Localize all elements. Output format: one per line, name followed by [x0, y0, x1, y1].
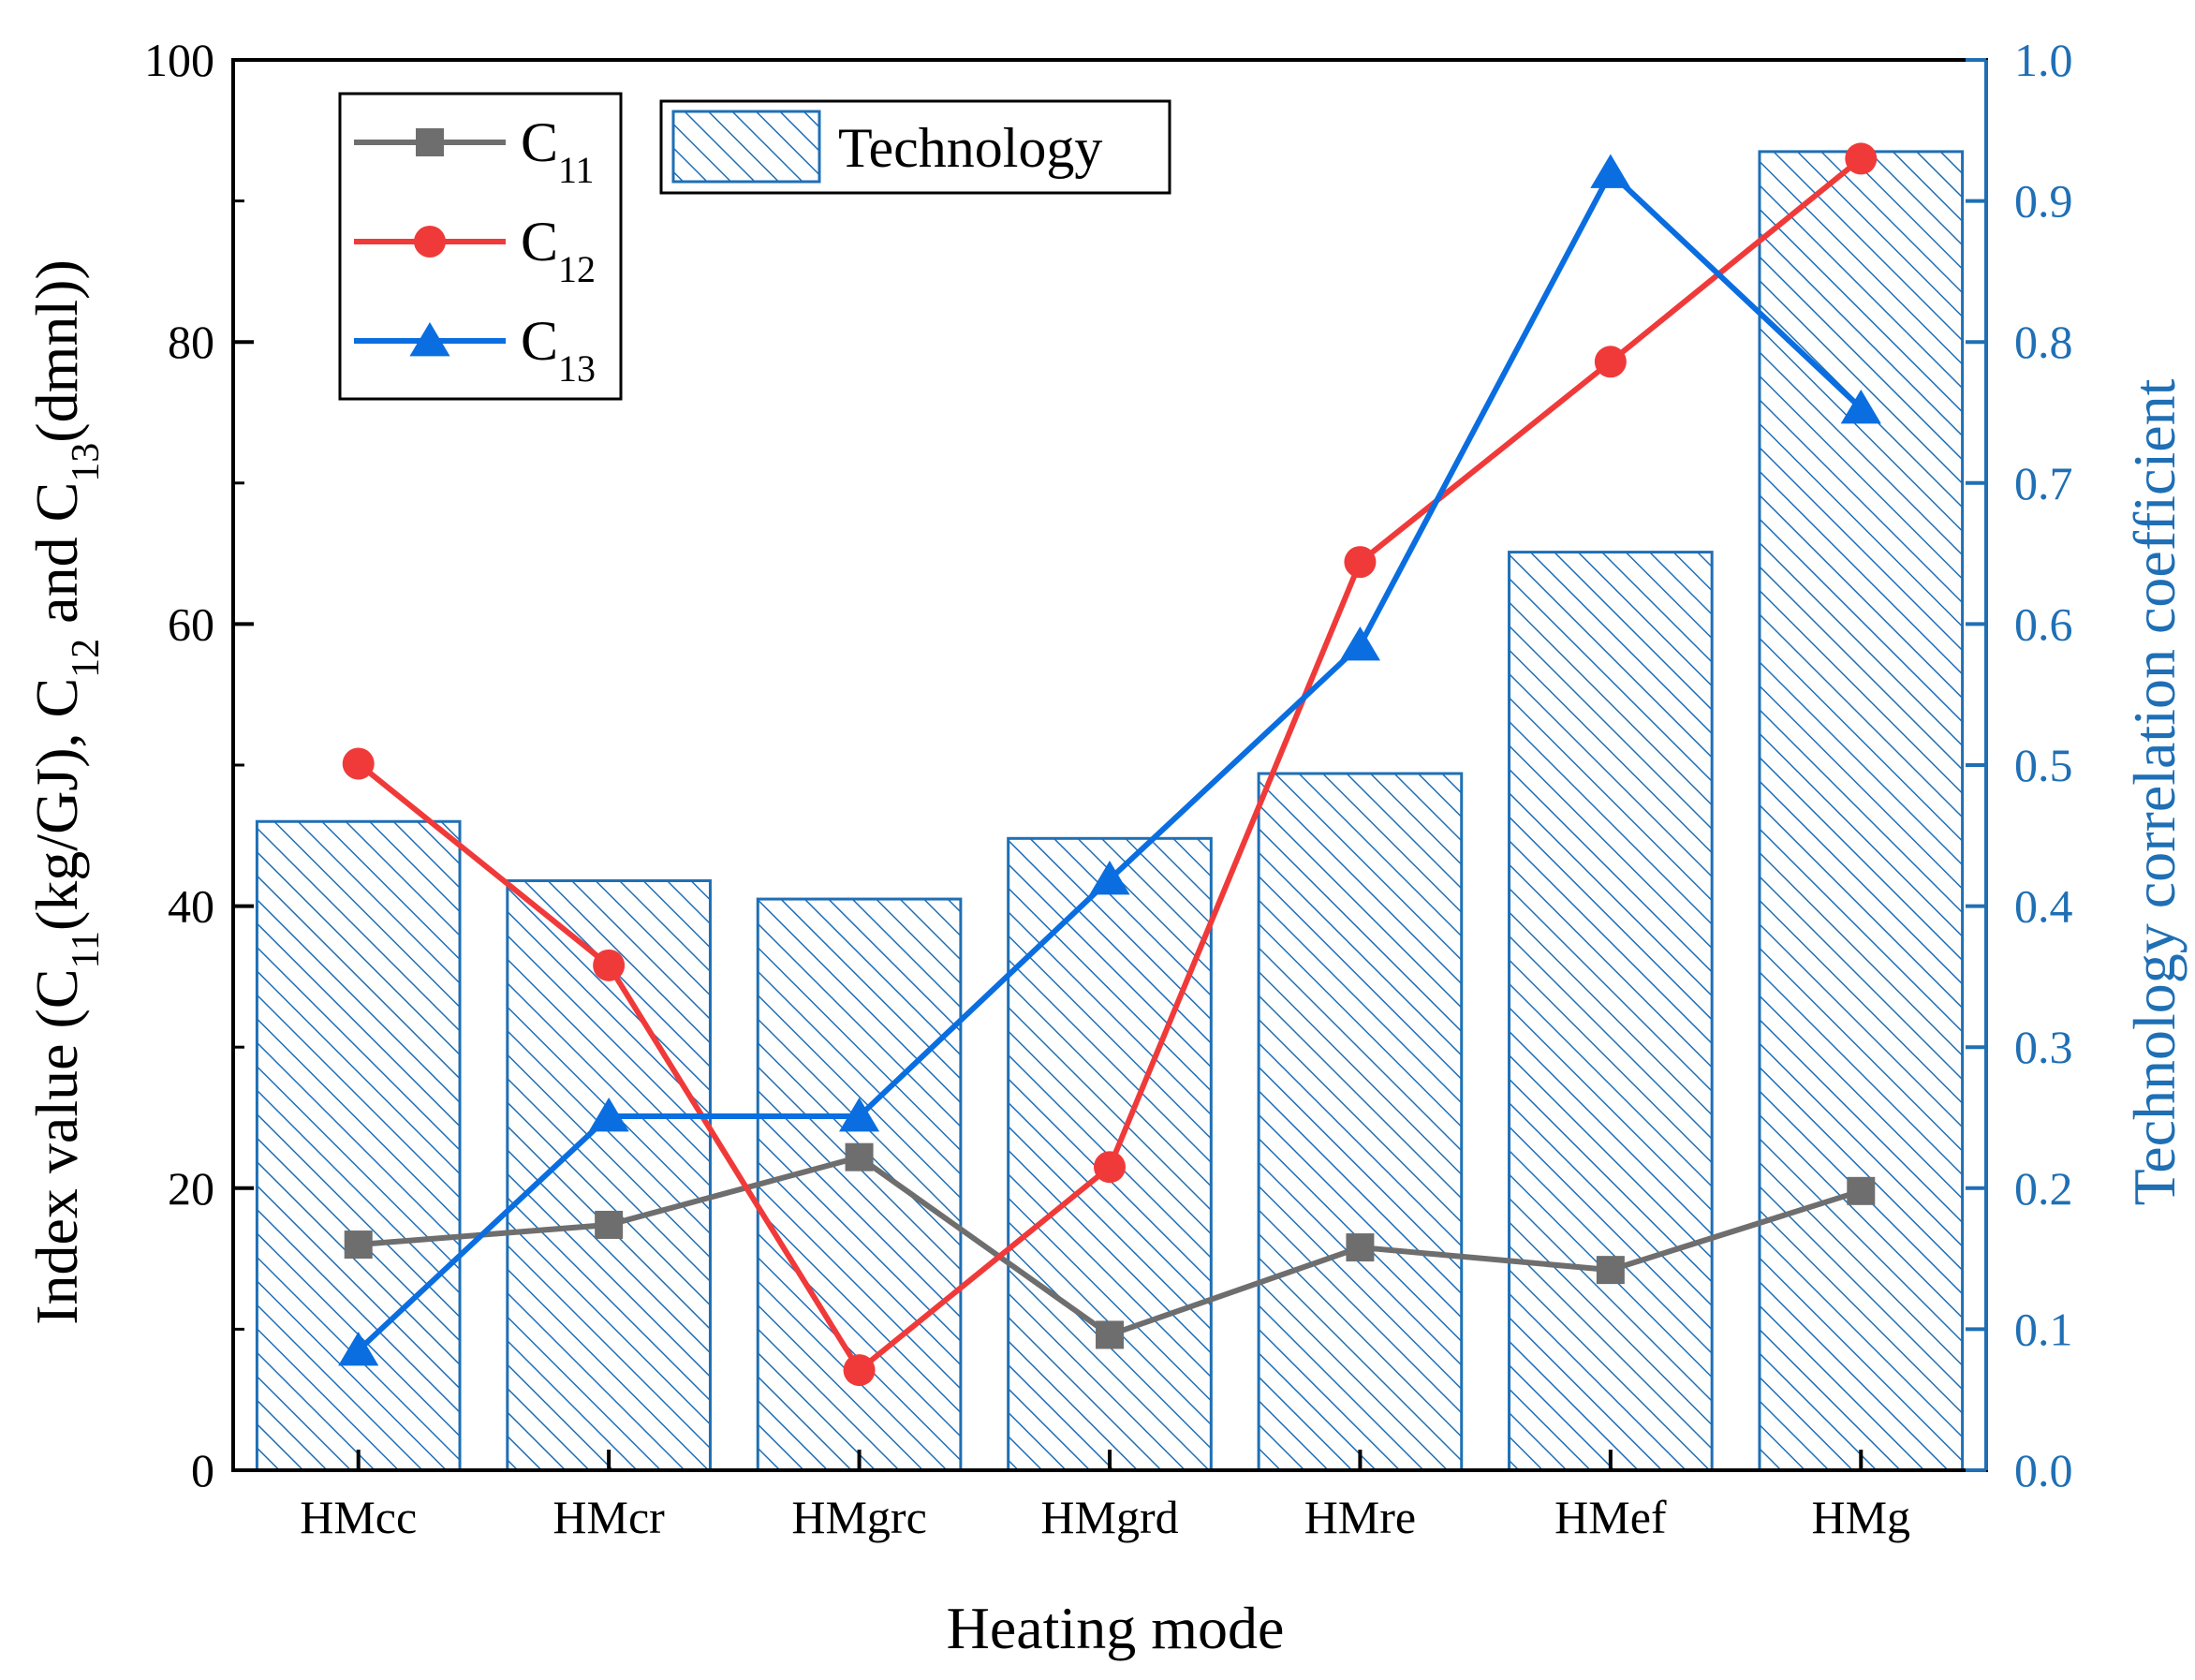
y-axis-left-title: Index value (C11(kg/GJ), C12 and C13(dmn… — [23, 259, 108, 1325]
series-c11-point-HMg — [1847, 1176, 1876, 1205]
x-tick-label: HMre — [1304, 1491, 1416, 1543]
series-c11-point-HMre — [1346, 1233, 1375, 1262]
technology-bar-HMgrc — [756, 897, 963, 1472]
right-tick-label: 0.6 — [2014, 597, 2073, 650]
right-tick-label: 0.9 — [2014, 175, 2073, 228]
series-c13-point-HMre — [1339, 626, 1381, 661]
right-tick-label: 0.4 — [2014, 880, 2073, 933]
y-axis-right-title: Technology correlation coefficient — [2121, 378, 2188, 1205]
series-c13-point-HMgrc — [838, 1097, 880, 1132]
series-lines — [338, 142, 1881, 1387]
series-c13-point-HMcc — [338, 1331, 379, 1366]
series-c12-point-HMg — [1845, 142, 1878, 175]
series-c12-point-HMgrc — [843, 1354, 876, 1387]
left-tick-label: 20 — [168, 1162, 214, 1215]
right-tick-label: 0.2 — [2014, 1162, 2073, 1215]
legend-series: C11 C12 C13 — [338, 92, 623, 401]
technology-bar-HMg — [1758, 150, 1965, 1472]
series-c13 — [338, 154, 1881, 1366]
series-c11-point-HMef — [1596, 1256, 1625, 1285]
x-tick-label: HMcr — [552, 1491, 665, 1543]
legend-c13-marker — [409, 322, 450, 357]
technology-bar-HMcc — [255, 819, 462, 1472]
series-c12-point-HMef — [1594, 346, 1627, 378]
x-axis-title: Heating mode — [947, 1595, 1285, 1661]
legend-c11-marker — [416, 128, 444, 156]
left-axis-ticks: 0 20 40 60 80 100 — [144, 34, 254, 1496]
right-axis-ticks: 0.0 0.1 0.2 0.3 0.4 0.5 0.6 0.7 0.8 0.9 1.0 — [1966, 34, 2073, 1496]
x-tick-label: HMcc — [300, 1491, 417, 1543]
right-tick-label: 1.0 — [2014, 34, 2073, 86]
legend-c12-label: C12 — [521, 211, 596, 290]
right-tick-label: 0.8 — [2014, 316, 2073, 368]
right-tick-label: 0.3 — [2014, 1021, 2073, 1073]
series-c11 — [344, 1142, 1876, 1349]
series-c11-point-HMgrc — [845, 1142, 874, 1172]
series-c13-point-HMg — [1840, 389, 1881, 424]
legend-c13-label: C13 — [521, 310, 596, 390]
legend-technology-swatch — [671, 110, 821, 184]
series-c12-point-HMgrd — [1094, 1151, 1126, 1184]
right-tick-label: 0.0 — [2014, 1444, 2073, 1496]
left-tick-label: 40 — [168, 880, 214, 933]
series-c12-point-HMre — [1344, 546, 1377, 579]
right-tick-label: 0.1 — [2014, 1303, 2073, 1355]
x-tick-label: HMg — [1811, 1491, 1910, 1543]
series-c12 — [342, 142, 1878, 1387]
left-tick-label: 100 — [144, 34, 214, 86]
series-c11-point-HMgrd — [1096, 1320, 1124, 1349]
legend-technology: Technology — [659, 99, 1171, 195]
x-tick-label: HMgrc — [791, 1491, 926, 1543]
legend-technology-label: Technology — [838, 117, 1102, 179]
right-tick-label: 0.7 — [2014, 457, 2073, 509]
series-c13-point-HMef — [1590, 154, 1631, 188]
legend-c12-marker — [414, 226, 446, 258]
x-tick-label: HMef — [1554, 1491, 1667, 1543]
right-tick-label: 0.5 — [2014, 739, 2073, 791]
left-tick-label: 60 — [168, 597, 214, 650]
series-c13-point-HMcr — [588, 1097, 629, 1132]
series-c11-point-HMcr — [595, 1210, 624, 1239]
legend-c11-label: C11 — [521, 111, 595, 191]
series-c12-point-HMcr — [593, 949, 626, 981]
technology-bar-HMef — [1508, 551, 1714, 1472]
x-axis-ticks: HMcc HMcr HMgrc HMgrd HMre HMef HMg — [300, 1450, 1910, 1543]
series-c11-point-HMcc — [344, 1231, 373, 1260]
technology-bars — [255, 150, 1965, 1472]
technology-bar-HMre — [1257, 772, 1464, 1472]
series-c13-point-HMgrd — [1089, 860, 1130, 895]
x-tick-label: HMgrd — [1040, 1491, 1178, 1543]
series-c12-point-HMcc — [342, 747, 375, 780]
left-tick-label: 80 — [168, 316, 214, 368]
left-tick-label: 0 — [191, 1444, 214, 1496]
